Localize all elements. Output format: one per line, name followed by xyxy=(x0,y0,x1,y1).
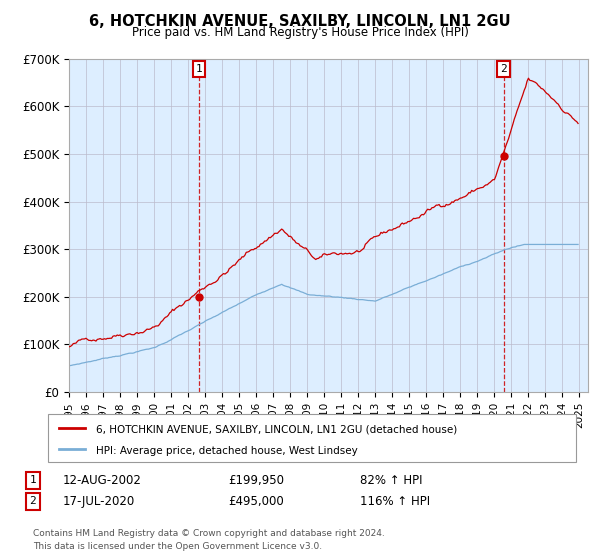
Text: Contains HM Land Registry data © Crown copyright and database right 2024.: Contains HM Land Registry data © Crown c… xyxy=(33,529,385,538)
Text: 12-AUG-2002: 12-AUG-2002 xyxy=(63,474,142,487)
Text: 2: 2 xyxy=(500,64,507,74)
FancyBboxPatch shape xyxy=(48,414,576,462)
Text: 1: 1 xyxy=(29,475,37,486)
Text: 6, HOTCHKIN AVENUE, SAXILBY, LINCOLN, LN1 2GU: 6, HOTCHKIN AVENUE, SAXILBY, LINCOLN, LN… xyxy=(89,14,511,29)
Text: HPI: Average price, detached house, West Lindsey: HPI: Average price, detached house, West… xyxy=(95,446,357,456)
Text: 17-JUL-2020: 17-JUL-2020 xyxy=(63,494,135,508)
Text: 2: 2 xyxy=(29,496,37,506)
Text: 1: 1 xyxy=(196,64,202,74)
Text: Price paid vs. HM Land Registry's House Price Index (HPI): Price paid vs. HM Land Registry's House … xyxy=(131,26,469,39)
Text: 6, HOTCHKIN AVENUE, SAXILBY, LINCOLN, LN1 2GU (detached house): 6, HOTCHKIN AVENUE, SAXILBY, LINCOLN, LN… xyxy=(95,424,457,435)
Text: This data is licensed under the Open Government Licence v3.0.: This data is licensed under the Open Gov… xyxy=(33,542,322,550)
Text: 116% ↑ HPI: 116% ↑ HPI xyxy=(360,494,430,508)
Text: £495,000: £495,000 xyxy=(228,494,284,508)
Text: £199,950: £199,950 xyxy=(228,474,284,487)
Text: 82% ↑ HPI: 82% ↑ HPI xyxy=(360,474,422,487)
